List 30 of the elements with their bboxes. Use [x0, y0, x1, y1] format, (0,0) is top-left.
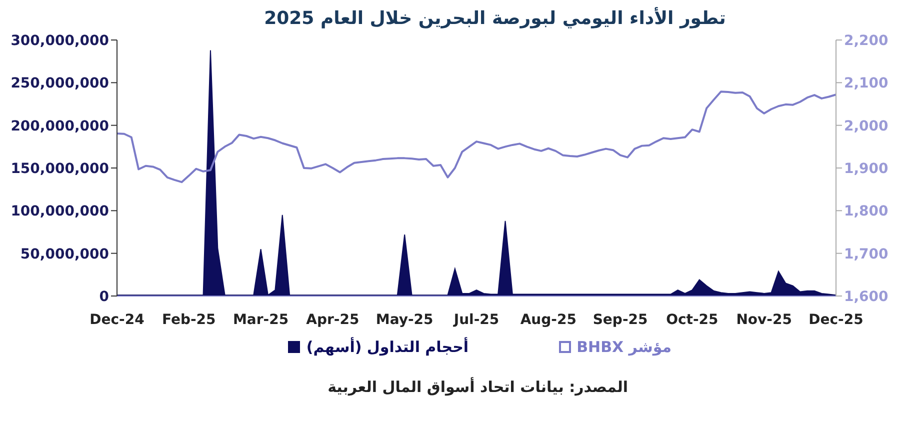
y-tick-label: 300,000,000	[10, 32, 110, 49]
x-tick-label: Apr-25	[306, 312, 360, 328]
x-tick-label: Feb-25	[162, 312, 216, 328]
legend-label: أحجام التداول (أسهم)	[306, 338, 469, 356]
x-tick-label: Nov-25	[736, 312, 792, 328]
chart-title: تطور الأداء اليومي لبورصة البحرين خلال العام 2025	[263, 8, 727, 30]
x-tick-label: Oct-25	[666, 312, 718, 328]
x-tick-label: Sep-25	[592, 312, 648, 328]
y2-tick-label: 1,600	[844, 288, 889, 305]
legend-label: مؤشر BHBX	[576, 338, 672, 356]
x-tick-label: May-25	[376, 312, 434, 328]
text: المصدر: بيانات اتحاد أسواق المال العربية	[328, 378, 628, 396]
y-tick-label: 200,000,000	[10, 118, 110, 134]
x-tick-label: Dec-25	[808, 312, 864, 328]
y2-tick-label: 2,000	[844, 118, 889, 134]
y-tick-label: 50,000,000	[20, 246, 110, 262]
x-tick-label: Mar-25	[233, 312, 289, 328]
x-tick-label: Dec-24	[90, 312, 145, 328]
y2-tick-label: 2,100	[844, 76, 889, 92]
y2-tick-label: 2,200	[844, 32, 889, 49]
y-tick-label: 250,000,000	[10, 76, 110, 92]
y2-tick-label: 1,700	[844, 246, 889, 262]
x-tick-label: Aug-25	[520, 312, 576, 328]
y2-tick-label: 1,800	[844, 204, 889, 220]
y-tick-label: 100,000,000	[10, 204, 110, 220]
x-tick-label: Jul-25	[452, 312, 500, 328]
y-tick-label: 150,000,000	[10, 160, 110, 177]
y-tick-label: 0	[99, 288, 110, 305]
line-series	[116, 90, 837, 184]
y2-tick-label: 1,900	[844, 160, 889, 177]
